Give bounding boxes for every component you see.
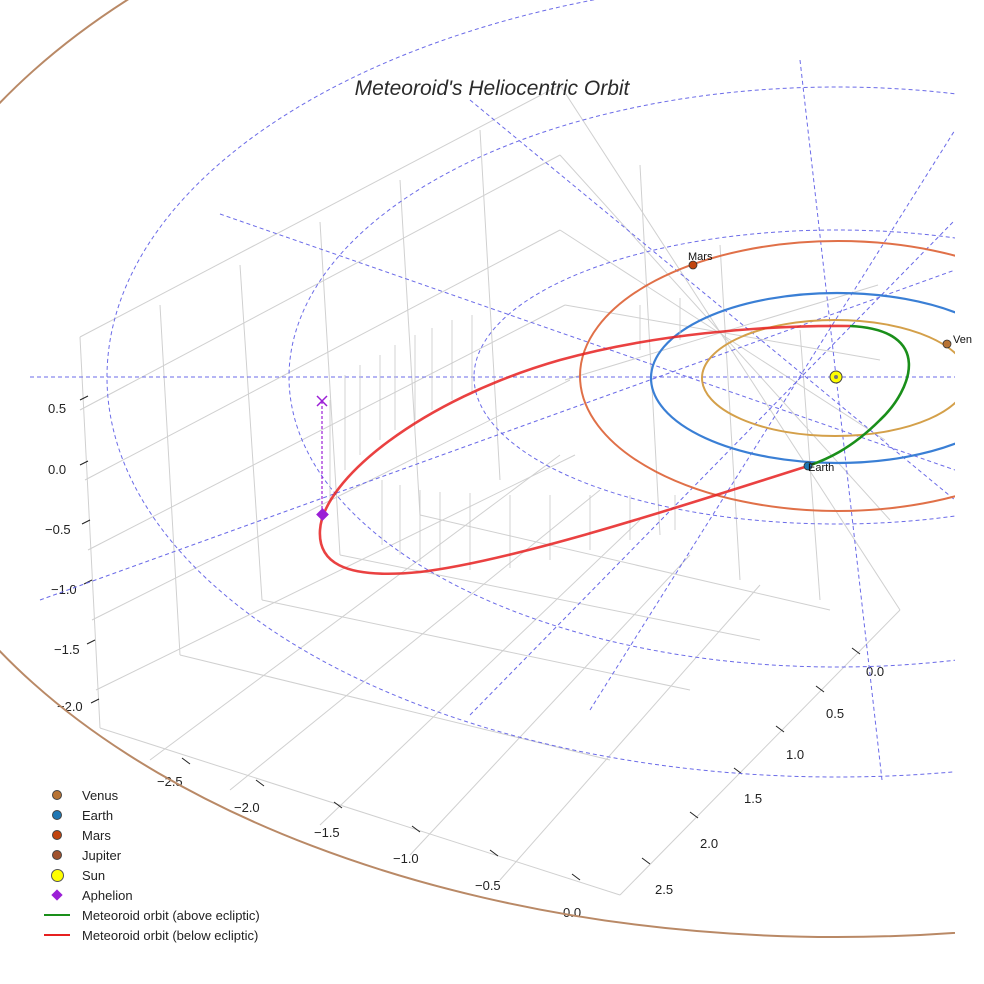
y-axis bbox=[641, 647, 861, 865]
y-tick-label: 1.0 bbox=[786, 747, 804, 762]
chart-title: Meteoroid's Heliocentric Orbit bbox=[355, 77, 631, 100]
earth-label: Earth bbox=[808, 462, 834, 474]
x-axis bbox=[181, 757, 581, 881]
venus-dot-icon bbox=[52, 790, 62, 800]
y-tick-label: 0.5 bbox=[826, 706, 844, 721]
legend-item-sun: Sun bbox=[40, 865, 260, 885]
x-tick-label: 0.0 bbox=[563, 905, 581, 920]
aphelion-marker bbox=[316, 508, 329, 521]
x-tick-label: −1.0 bbox=[393, 851, 419, 866]
jupiter-dot-icon bbox=[52, 850, 62, 860]
x-tick-label: −1.5 bbox=[314, 825, 340, 840]
z-tick-label: −1.0 bbox=[51, 582, 77, 597]
meteoroid-orbit-below-ecliptic bbox=[318, 324, 851, 576]
legend-label: Sun bbox=[82, 867, 106, 883]
x-tick-labels: −2.5 −2.0 −1.5 −1.0 −0.5 0.0 bbox=[157, 774, 581, 920]
legend-label: Meteoroid orbit (below ecliptic) bbox=[82, 927, 259, 943]
legend-item-earth: Earth bbox=[40, 805, 260, 825]
legend-label: Earth bbox=[82, 807, 114, 823]
legend-label: Venus bbox=[82, 787, 119, 803]
ecliptic-grid bbox=[30, 0, 955, 781]
aphelion-x-marker bbox=[316, 395, 328, 407]
legend-item-aphelion: Aphelion bbox=[40, 885, 260, 905]
venus-orbit bbox=[701, 319, 955, 437]
legend-label: Aphelion bbox=[82, 887, 133, 903]
sun-core bbox=[834, 375, 838, 379]
diamond-icon bbox=[51, 889, 63, 901]
z-tick-label: −0.5 bbox=[45, 522, 71, 537]
venus-marker bbox=[942, 339, 952, 349]
x-tick-label: −0.5 bbox=[475, 878, 501, 893]
sun-dot-icon bbox=[50, 868, 64, 882]
z-tick-label: −2.0 bbox=[57, 699, 83, 714]
legend-item-orbit-above: Meteoroid orbit (above ecliptic) bbox=[40, 905, 260, 925]
jupiter-orbit bbox=[0, 0, 955, 938]
legend-label: Meteoroid orbit (above ecliptic) bbox=[82, 907, 260, 923]
meteoroid-orbit-above-ecliptic bbox=[807, 324, 911, 468]
z-tick-label: 0.5 bbox=[48, 401, 66, 416]
x-tick-label: −2.0 bbox=[234, 800, 260, 815]
legend-item-jupiter: Jupiter bbox=[40, 845, 260, 865]
earth-marker bbox=[803, 461, 813, 471]
mars-label: Mars bbox=[688, 251, 713, 263]
x-tick-label: −2.5 bbox=[157, 774, 183, 789]
green-line-icon bbox=[44, 914, 70, 916]
z-tick-label: −1.5 bbox=[54, 642, 80, 657]
axes-box bbox=[79, 84, 901, 896]
z-tick-labels: 0.5 0.0 −0.5 −1.0 −1.5 −2.0 bbox=[45, 401, 83, 714]
z-axis bbox=[79, 395, 100, 704]
legend-label: Jupiter bbox=[82, 847, 122, 863]
red-line-icon bbox=[44, 934, 70, 936]
y-tick-label: 2.0 bbox=[700, 836, 718, 851]
legend-label: Mars bbox=[82, 827, 111, 843]
venus-label: Ven bbox=[953, 334, 972, 346]
y-tick-label: 1.5 bbox=[744, 791, 762, 806]
legend-item-mars: Mars bbox=[40, 825, 260, 845]
projection-lines bbox=[329, 298, 681, 570]
earth-orbit bbox=[649, 291, 955, 465]
legend-item-venus: Venus bbox=[40, 785, 260, 805]
mars-dot-icon bbox=[52, 830, 62, 840]
y-tick-label: 2.5 bbox=[655, 882, 673, 897]
mars-orbit bbox=[579, 240, 955, 512]
legend: Venus Earth Mars Jupiter Sun Aphelion Me… bbox=[40, 785, 260, 945]
legend-item-orbit-below: Meteoroid orbit (below ecliptic) bbox=[40, 925, 260, 945]
y-tick-labels: 0.0 0.5 1.0 1.5 2.0 2.5 bbox=[655, 664, 884, 897]
mars-marker bbox=[688, 260, 698, 270]
z-tick-label: 0.0 bbox=[48, 462, 66, 477]
earth-dot-icon bbox=[52, 810, 62, 820]
